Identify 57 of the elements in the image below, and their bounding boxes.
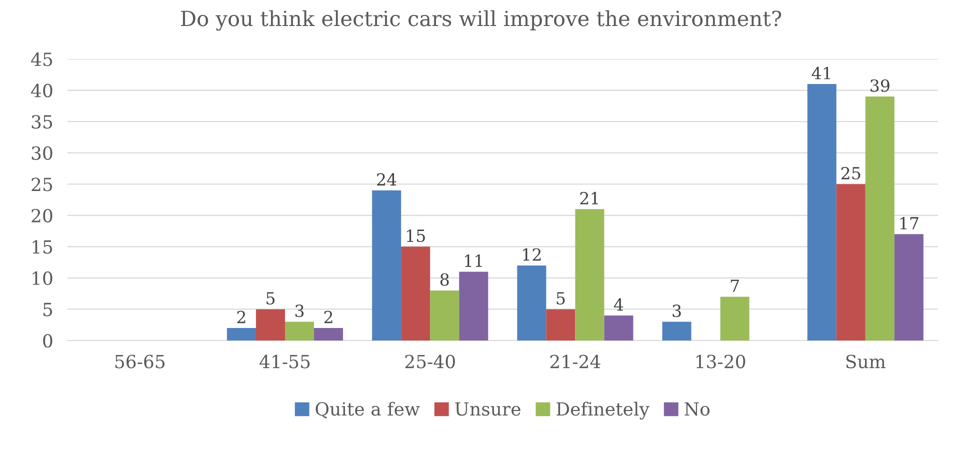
x-tick-label: 21-24 bbox=[550, 354, 600, 368]
legend-label: Definetely bbox=[556, 402, 650, 420]
y-tick-label: 5 bbox=[44, 302, 52, 316]
bar bbox=[284, 322, 314, 340]
legend-label: Unsure bbox=[455, 402, 520, 416]
data-label: 17 bbox=[900, 216, 918, 230]
chart-title: Do you think electric cars will improve the environment? bbox=[181, 10, 782, 31]
bar bbox=[894, 234, 924, 340]
x-tick-label: 41-55 bbox=[260, 354, 310, 368]
bar bbox=[314, 328, 344, 340]
data-label: 2 bbox=[324, 310, 332, 324]
y-tick-label: 20 bbox=[32, 208, 52, 223]
data-label: 15 bbox=[407, 229, 425, 242]
x-tick-label: 13-20 bbox=[696, 354, 746, 368]
data-label: 41 bbox=[812, 66, 830, 80]
data-label: 5 bbox=[266, 292, 274, 305]
bar bbox=[459, 272, 488, 340]
bar bbox=[256, 309, 285, 340]
y-tick-label: 10 bbox=[32, 271, 52, 286]
data-label: 2 bbox=[237, 310, 246, 324]
data-label: 24 bbox=[377, 173, 396, 186]
legend-label: Quite a few bbox=[316, 402, 420, 418]
bar bbox=[517, 265, 546, 340]
bar bbox=[372, 190, 402, 340]
y-tick-label: 25 bbox=[32, 178, 52, 192]
bar bbox=[546, 309, 576, 340]
legend-label: No bbox=[684, 402, 710, 416]
bar bbox=[865, 96, 894, 340]
bar bbox=[226, 328, 256, 340]
data-label: 3 bbox=[672, 304, 681, 318]
data-label: 11 bbox=[465, 254, 482, 267]
data-label: 4 bbox=[614, 298, 624, 311]
bar bbox=[575, 209, 604, 340]
x-tick-label: Sum bbox=[846, 354, 886, 368]
bar bbox=[807, 84, 836, 340]
y-tick-label: 35 bbox=[32, 115, 52, 129]
bar bbox=[836, 184, 866, 340]
data-label: 7 bbox=[730, 280, 739, 292]
x-tick-label: 56-65 bbox=[115, 354, 165, 368]
data-label: 21 bbox=[580, 192, 598, 204]
bar bbox=[604, 315, 634, 340]
data-label: 5 bbox=[556, 292, 565, 305]
y-tick-label: 45 bbox=[31, 52, 52, 66]
bar bbox=[401, 246, 430, 340]
y-tick-label: 0 bbox=[43, 334, 52, 348]
bar bbox=[720, 296, 750, 340]
y-tick-label: 15 bbox=[32, 240, 52, 254]
x-tick-label: 25-40 bbox=[405, 354, 455, 368]
bar bbox=[430, 290, 460, 340]
data-label: 3 bbox=[295, 304, 304, 318]
bar bbox=[662, 322, 692, 340]
y-tick-label: 40 bbox=[31, 84, 52, 98]
data-label: 39 bbox=[870, 79, 890, 92]
data-label: 25 bbox=[841, 166, 860, 180]
y-tick-label: 30 bbox=[32, 146, 52, 160]
data-label: 8 bbox=[440, 273, 449, 286]
data-label: 12 bbox=[523, 248, 541, 261]
